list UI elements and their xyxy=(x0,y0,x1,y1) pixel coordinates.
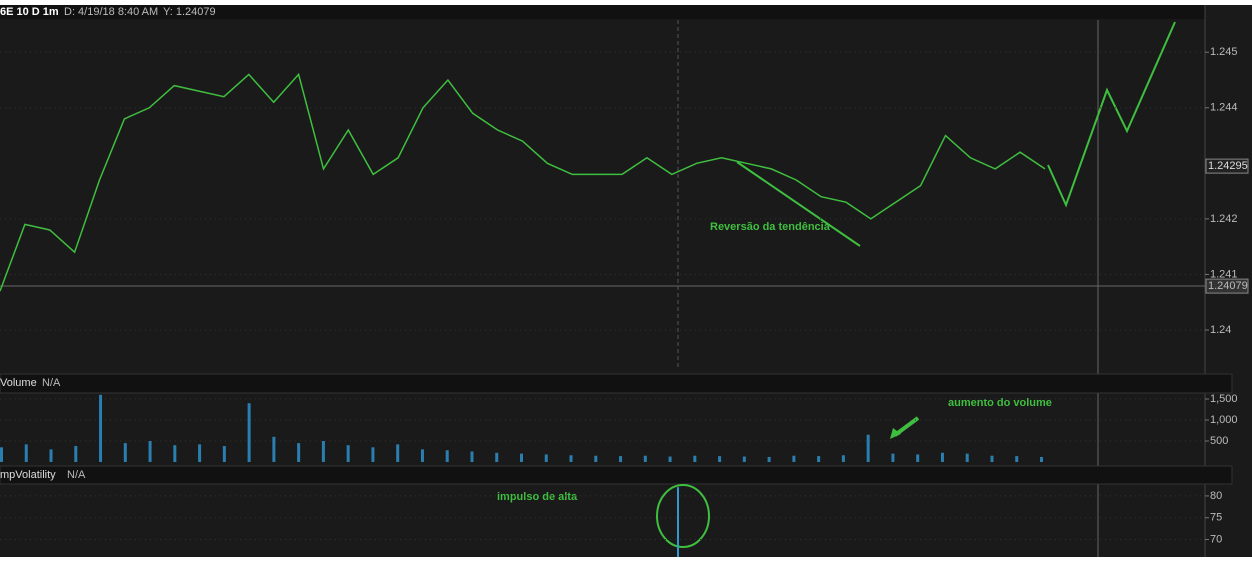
volume-bar xyxy=(321,441,325,462)
iv-highlight xyxy=(656,484,710,548)
volume-bar xyxy=(718,456,722,462)
iv-title: mpVolatility xyxy=(0,469,56,481)
iv-header xyxy=(0,465,1233,485)
price-tag-label: 1.24295 xyxy=(1208,160,1248,172)
volume-bar xyxy=(520,453,523,462)
volume-bar xyxy=(99,394,103,462)
volume-bar xyxy=(817,456,821,462)
volume-bar xyxy=(148,441,152,462)
y-tick-label: 1.242 xyxy=(1210,213,1238,225)
y-tick-label: 1,000 xyxy=(1210,414,1238,426)
iv-status: N/A xyxy=(67,469,86,481)
volume-bar xyxy=(841,455,845,462)
volume-bar xyxy=(396,444,400,462)
volume-bar xyxy=(1040,456,1043,462)
symbol: 6E 10 D 1m xyxy=(0,6,59,18)
price-tag-label: 1.24079 xyxy=(1208,280,1248,292)
price-tag xyxy=(1205,278,1249,294)
volume-bar xyxy=(346,445,350,462)
y-tick-label: 1.244 xyxy=(1210,102,1238,114)
reversal-annotation: Reversão da tendência xyxy=(710,221,831,233)
volume-bar xyxy=(495,452,499,462)
volume-bar xyxy=(222,446,226,462)
y-tick-label: 80 xyxy=(1210,490,1222,502)
trend-line xyxy=(736,161,861,247)
volume-bar xyxy=(668,456,672,462)
volume-header xyxy=(0,373,1233,394)
volume-bar xyxy=(272,436,276,462)
volume-bar xyxy=(297,443,301,462)
volume-title: Volume xyxy=(0,377,37,389)
volume-bar xyxy=(866,434,870,462)
volume-bar xyxy=(198,444,202,462)
cursor-readout: Y: 1.24079 xyxy=(163,6,216,18)
volume-bar xyxy=(619,456,623,462)
volume-bar xyxy=(420,449,424,462)
volume-bar xyxy=(371,447,375,462)
volume-status: N/A xyxy=(42,377,61,389)
volume-bar xyxy=(247,403,251,462)
volume-bar xyxy=(173,445,177,462)
background xyxy=(0,5,1252,557)
date: D: 4/19/18 8:40 AM xyxy=(64,6,158,18)
volume-bar xyxy=(24,444,28,462)
price-tag xyxy=(1205,158,1249,174)
volume-bar xyxy=(1015,456,1019,462)
volume-bar xyxy=(767,456,771,462)
projection-drawing xyxy=(1047,21,1176,208)
volume-bar xyxy=(965,453,969,462)
y-tick-label: 1,500 xyxy=(1210,393,1238,405)
volume-bar xyxy=(693,455,697,462)
volume-bar xyxy=(123,443,127,462)
volume-bar xyxy=(594,455,598,462)
volume-bar xyxy=(916,454,920,462)
volume-bar xyxy=(49,449,53,462)
y-tick-label: 500 xyxy=(1210,435,1228,447)
y-tick-label: 1.245 xyxy=(1210,46,1238,58)
y-tick-label: 70 xyxy=(1210,533,1222,545)
iv-annotation: impulso de alta xyxy=(497,491,578,503)
y-tick-label: 1.241 xyxy=(1210,268,1238,280)
volume-bar xyxy=(0,447,3,462)
y-tick-label: 1.24 xyxy=(1210,324,1231,336)
volume-bar xyxy=(74,446,78,462)
volume-bar xyxy=(445,450,449,462)
volume-bar xyxy=(544,454,548,462)
volume-bar xyxy=(569,455,573,462)
volume-bar xyxy=(940,452,944,462)
volume-annotation: aumento do volume xyxy=(948,397,1052,409)
volume-bar xyxy=(792,455,796,462)
volume-bar xyxy=(990,455,994,462)
volume-arrow-head xyxy=(890,428,901,439)
volume-bar xyxy=(891,453,895,462)
price-line xyxy=(0,72,1046,292)
volume-bar xyxy=(470,451,474,462)
volume-bar xyxy=(742,456,746,462)
volume-bar xyxy=(643,455,647,462)
volume-arrow xyxy=(893,416,920,437)
y-tick-label: 75 xyxy=(1210,512,1222,524)
header-bar xyxy=(0,5,1205,19)
